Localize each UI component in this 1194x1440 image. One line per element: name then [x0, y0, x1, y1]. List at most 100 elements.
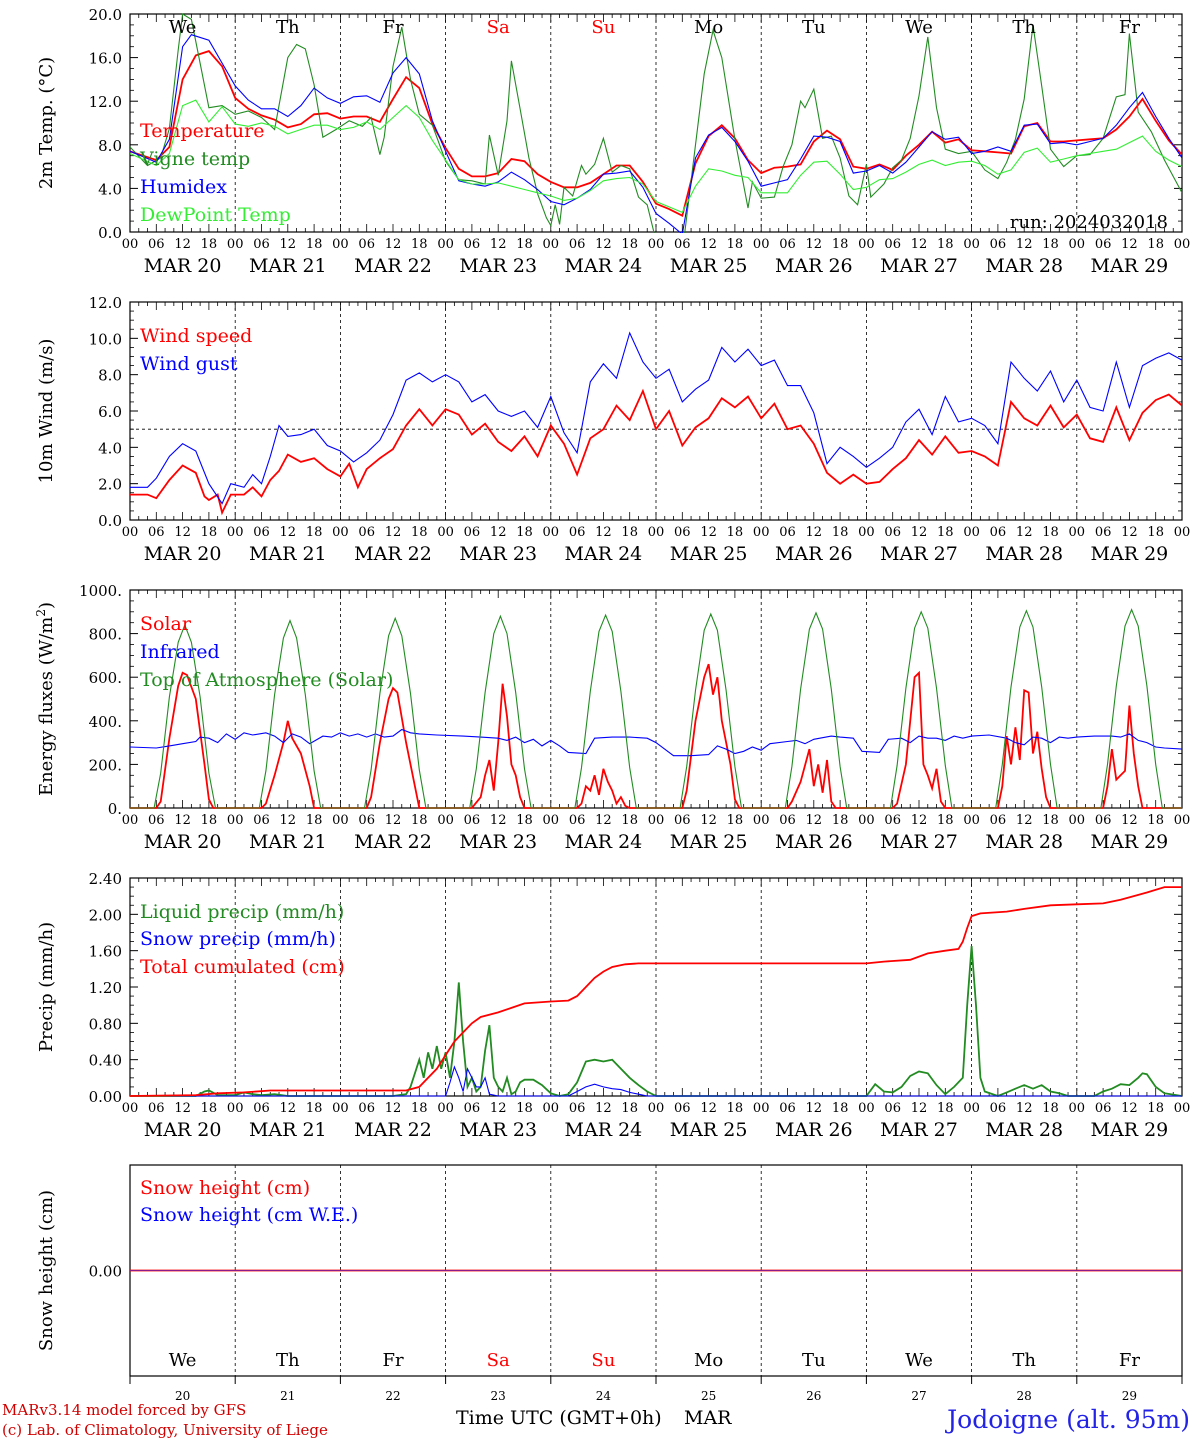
hour-tick-label: 12: [280, 1101, 297, 1116]
hour-tick-label: 06: [779, 237, 796, 252]
y-tick-label: 0.40: [89, 1052, 122, 1070]
day-number-label: 20: [175, 1389, 190, 1403]
hour-tick-label: 00: [332, 1101, 349, 1116]
series-line-wind-speed: [130, 388, 1182, 516]
date-label: MAR 29: [1091, 543, 1169, 565]
hour-tick-label: 00: [437, 813, 454, 828]
hour-tick-label: 06: [148, 237, 165, 252]
hour-tick-label: 12: [595, 237, 612, 252]
hour-tick-label: 18: [201, 525, 218, 540]
date-label: MAR 22: [354, 543, 432, 565]
date-label: MAR 25: [670, 543, 748, 565]
hour-tick-label: 18: [306, 813, 323, 828]
hour-tick-label: 00: [753, 237, 770, 252]
date-label: MAR 28: [985, 543, 1063, 565]
date-label: MAR 21: [249, 831, 327, 853]
hour-tick-label: 06: [253, 813, 270, 828]
legend-entry: Wind gust: [140, 353, 238, 375]
y-tick-label: 2.00: [89, 906, 122, 924]
y-tick-label: 1.20: [89, 979, 122, 997]
hour-tick-label: 12: [911, 813, 928, 828]
hour-tick-label: 00: [227, 1101, 244, 1116]
hour-tick-label: 18: [727, 813, 744, 828]
hour-tick-label: 18: [937, 525, 954, 540]
hour-tick-label: 18: [1042, 525, 1059, 540]
hour-tick-label: 00: [1069, 813, 1086, 828]
hour-tick-label: 12: [1121, 813, 1138, 828]
y-tick-label: 4.0: [98, 439, 122, 457]
date-label: MAR 23: [459, 1119, 537, 1141]
y-tick-label: 0.0: [98, 512, 122, 530]
hour-tick-label: 00: [1069, 237, 1086, 252]
date-label: MAR 26: [775, 831, 853, 853]
hour-tick-label: 12: [490, 1101, 507, 1116]
footer: Time UTC (GMT+0h) MAR MARv3.14 model force…: [2, 1401, 1190, 1439]
series-line-total-cumulated-cm-: [130, 886, 1182, 1097]
date-label: MAR 20: [144, 1119, 222, 1141]
day-of-week-label: We: [905, 17, 933, 38]
hour-tick-label: 12: [806, 237, 823, 252]
legend-entry: Solar: [140, 613, 192, 635]
day-of-week-label: Th: [1012, 17, 1036, 38]
hour-tick-label: 06: [884, 813, 901, 828]
hour-tick-label: 06: [148, 525, 165, 540]
y-tick-label: 0.80: [89, 1015, 122, 1033]
y-tick-label: 2.0: [98, 476, 122, 494]
hour-tick-label: 00: [122, 525, 139, 540]
hour-tick-label: 06: [884, 1101, 901, 1116]
hour-tick-label: 18: [1147, 525, 1164, 540]
hour-tick-label: 18: [621, 525, 638, 540]
hour-tick-label: 00: [963, 525, 980, 540]
y-tick-label: 200.: [89, 756, 122, 774]
hour-tick-label: 00: [648, 1101, 665, 1116]
hour-tick-label: 18: [411, 1101, 428, 1116]
y-axis-label: 2m Temp. (°C): [36, 57, 57, 189]
hour-tick-label: 12: [490, 237, 507, 252]
hour-tick-label: 18: [516, 237, 533, 252]
date-label: MAR 22: [354, 1119, 432, 1141]
hour-tick-label: 00: [963, 237, 980, 252]
y-tick-label: 8.0: [98, 367, 122, 385]
series-line-top-of-atmosphere-solar-: [130, 608, 1182, 809]
date-label: MAR 20: [144, 255, 222, 277]
day-of-week-label: We: [905, 1350, 933, 1371]
legend-entry: Liquid precip (mm/h): [140, 901, 344, 923]
hour-tick-label: 06: [1095, 237, 1112, 252]
legend-entry: Snow precip (mm/h): [140, 928, 336, 950]
day-of-week-label: Tu: [802, 1350, 826, 1371]
hour-tick-label: 06: [569, 525, 586, 540]
hour-tick-label: 12: [1016, 525, 1033, 540]
hour-tick-label: 06: [990, 237, 1007, 252]
model-credit: MARv3.14 model forced by GFS: [2, 1401, 246, 1419]
legend-entry: Humidex: [140, 176, 227, 198]
hour-tick-label: 06: [148, 813, 165, 828]
date-label: MAR 21: [249, 1119, 327, 1141]
day-number-label: 27: [911, 1389, 926, 1403]
y-tick-label: 4.0: [98, 180, 122, 198]
y-axis-label: Precip (mm/h): [36, 922, 57, 1052]
y-tick-label: 16.0: [89, 50, 122, 68]
legend-entry: Infrared: [140, 641, 220, 663]
hour-tick-label: 06: [884, 237, 901, 252]
hour-tick-label: 06: [674, 813, 691, 828]
time-axis-label: Time UTC (GMT+0h): [456, 1407, 662, 1429]
series-line-snow-precip-mm-h-: [130, 1065, 1182, 1097]
y-tick-label: 6.0: [98, 403, 122, 421]
hour-tick-label: 18: [201, 1101, 218, 1116]
hour-tick-label: 00: [1174, 1101, 1191, 1116]
hour-tick-label: 06: [464, 1101, 481, 1116]
y-tick-label: 0.00: [89, 1088, 122, 1106]
y-tick-label: 0.00: [89, 1263, 122, 1281]
hour-tick-label: 12: [700, 1101, 717, 1116]
day-of-week-label: Tu: [802, 17, 826, 38]
date-label: MAR 22: [354, 255, 432, 277]
day-of-week-label: Su: [591, 1350, 615, 1371]
date-label: MAR 25: [670, 1119, 748, 1141]
y-tick-label: 20.0: [89, 6, 122, 24]
date-label: MAR 24: [565, 543, 643, 565]
hour-tick-label: 00: [332, 813, 349, 828]
hour-tick-label: 06: [358, 525, 375, 540]
hour-tick-label: 12: [280, 813, 297, 828]
date-label: MAR 27: [880, 255, 958, 277]
hour-tick-label: 00: [753, 525, 770, 540]
